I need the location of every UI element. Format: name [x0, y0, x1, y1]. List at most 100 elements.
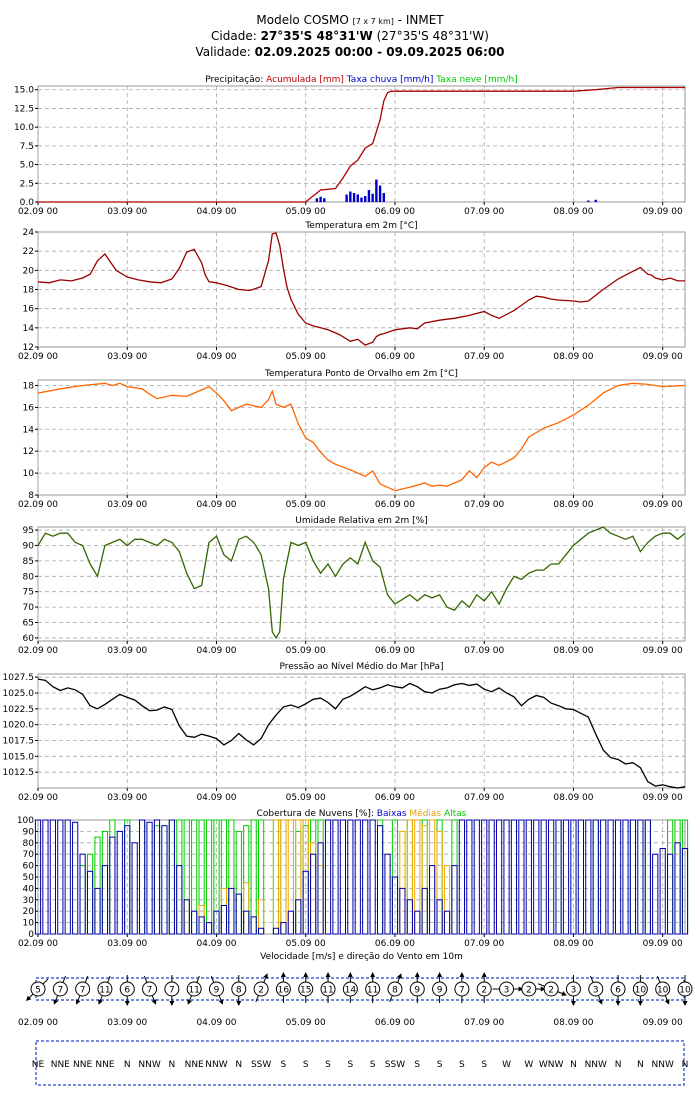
rain-rate-bar [349, 191, 352, 202]
x-tick-label: 08.09 00 [553, 352, 593, 362]
wind-speed-value: 7 [80, 986, 86, 996]
y-tick-label: 1022.5 [3, 705, 35, 715]
y-tick-label: 2.5 [20, 179, 34, 189]
x-tick-label: 09.09 00 [643, 352, 683, 362]
y-tick-label: 20 [23, 907, 35, 917]
wind-speed-value: 11 [367, 986, 378, 996]
model-resolution: [7 x 7 km] [352, 17, 394, 26]
cloud-bar-baixas [49, 819, 56, 935]
rain-rate-bar [319, 196, 322, 202]
wind-direction-label: NNW [205, 1060, 227, 1070]
y-tick-label: 5.0 [20, 161, 35, 171]
cloud-bar-baixas [310, 853, 317, 935]
chart-title-2: Temperatura Ponto de Orvalho em 2m [°C] [264, 369, 458, 379]
rain-rate-bar [378, 185, 382, 202]
x-tick-label: 06.09 00 [375, 793, 415, 803]
wind-speed-circle [164, 981, 180, 997]
wind-speed-circle [565, 981, 581, 997]
wind-arrow-head [347, 972, 353, 977]
cloud-bar-baixas [332, 819, 339, 935]
wind-speed-value: 7 [57, 986, 63, 996]
wind-direction-label: NNE [51, 1060, 70, 1070]
cloud-bar-baixas [176, 865, 183, 935]
wind-arrow-head [370, 972, 376, 977]
cloud-bar-baixas [153, 819, 161, 935]
cloud-bar-baixas [555, 819, 562, 935]
series-line-4-0 [37, 678, 686, 789]
x-tick-label: 08.09 00 [553, 793, 593, 803]
city-coordinates-alt: (27°35'S 48°31'W) [372, 29, 489, 43]
y-tick-label: 1027.5 [3, 673, 35, 683]
wind-speed-value: 9 [414, 986, 420, 996]
cloud-bar-baixas [354, 819, 361, 935]
y-tick-label: 65 [23, 619, 34, 629]
wind-x-tick-label: 04.09 00 [196, 1018, 236, 1028]
cloud-bar-baixas [168, 819, 175, 935]
cloud-bar-baixas [124, 825, 131, 935]
x-tick-label: 04.09 00 [196, 793, 236, 803]
wind-direction-label: S [303, 1060, 309, 1070]
wind-speed-value: 11 [188, 986, 199, 996]
rain-rate-bar [345, 194, 348, 202]
wind-speed-value: 2 [526, 986, 532, 996]
wind-speed-value: 11 [99, 986, 110, 996]
cloud-bar-baixas [436, 899, 443, 935]
wind-direction-label: W [502, 1060, 511, 1070]
x-tick-label: 05.09 00 [286, 352, 326, 362]
cloud-bar-baixas [324, 819, 332, 935]
wind-arrow-head [280, 972, 286, 977]
wind-panel: Velocidade [m/s] e direção do Vento em 1… [18, 952, 693, 1086]
y-tick-label: 30 [23, 896, 35, 906]
y-tick-label: 100 [17, 816, 34, 826]
cloud-bar-baixas [347, 819, 354, 935]
cloud-bar-baixas [72, 821, 79, 935]
rain-rate-bar [315, 198, 319, 202]
y-tick-label: 10 [23, 919, 35, 929]
panel-3: 60 65 70 75 80 85 90 95 02.09 00 03.09 00 04.09 00… [18, 526, 686, 656]
wind-speed-value: 2 [258, 986, 264, 996]
city-label: Cidade: [211, 29, 261, 43]
wind-speed-value: 5 [35, 986, 41, 996]
cloud-bar-baixas [629, 819, 637, 935]
wind-speed-circle [298, 981, 314, 997]
wind-arrow-head [53, 999, 59, 1005]
y-tick-label: 95 [23, 526, 34, 536]
x-tick-label: 05.09 00 [286, 793, 326, 803]
wind-direction-label: NE [32, 1060, 45, 1070]
wind-speed-circle [142, 981, 158, 997]
y-tick-label: 10.0 [14, 123, 34, 133]
y-tick-label: 12.5 [14, 104, 34, 114]
wind-speed-value: 7 [459, 986, 465, 996]
y-tick-label: 80 [23, 839, 35, 849]
cloud-bar-baixas [161, 825, 168, 935]
wind-speed-circle [632, 981, 648, 997]
header-line-1: Modelo COSMO [7 x 7 km] - INMET [0, 12, 700, 30]
cloud-bar-baixas [243, 910, 250, 935]
cloud-bar-baixas [34, 819, 42, 935]
wind-arrow-head [570, 1001, 576, 1006]
wind-direction-label: NNE [185, 1060, 204, 1070]
cloud-bar-baixas [652, 853, 659, 935]
cloud-bar-baixas [473, 819, 480, 935]
x-tick-label: 03.09 00 [107, 646, 147, 656]
wind-direction-label: S [437, 1060, 443, 1070]
wind-arrow-head [682, 1001, 688, 1006]
x-tick-label: 03.09 00 [107, 352, 147, 362]
y-tick-label: 14 [23, 324, 35, 334]
wind-speed-value: 10 [635, 986, 647, 996]
y-tick-label: 70 [23, 603, 35, 613]
wind-arrow-head [303, 972, 309, 977]
wind-speed-circle [30, 981, 46, 997]
x-tick-label: 08.09 00 [553, 939, 593, 949]
wind-arrow-head [236, 1001, 242, 1006]
wind-x-tick-label: 08.09 00 [553, 1018, 593, 1028]
y-tick-label: 8 [28, 491, 34, 501]
rain-rate-bar [375, 179, 378, 202]
cloud-bar-baixas [637, 819, 644, 935]
cloud-bar-baixas [421, 887, 428, 935]
wind-arrow-head [540, 986, 546, 992]
x-tick-label: 02.09 00 [18, 939, 58, 949]
wind-arrow-head [597, 999, 603, 1005]
wind-arrow-head [325, 972, 331, 977]
y-tick-label: 80 [23, 572, 35, 582]
